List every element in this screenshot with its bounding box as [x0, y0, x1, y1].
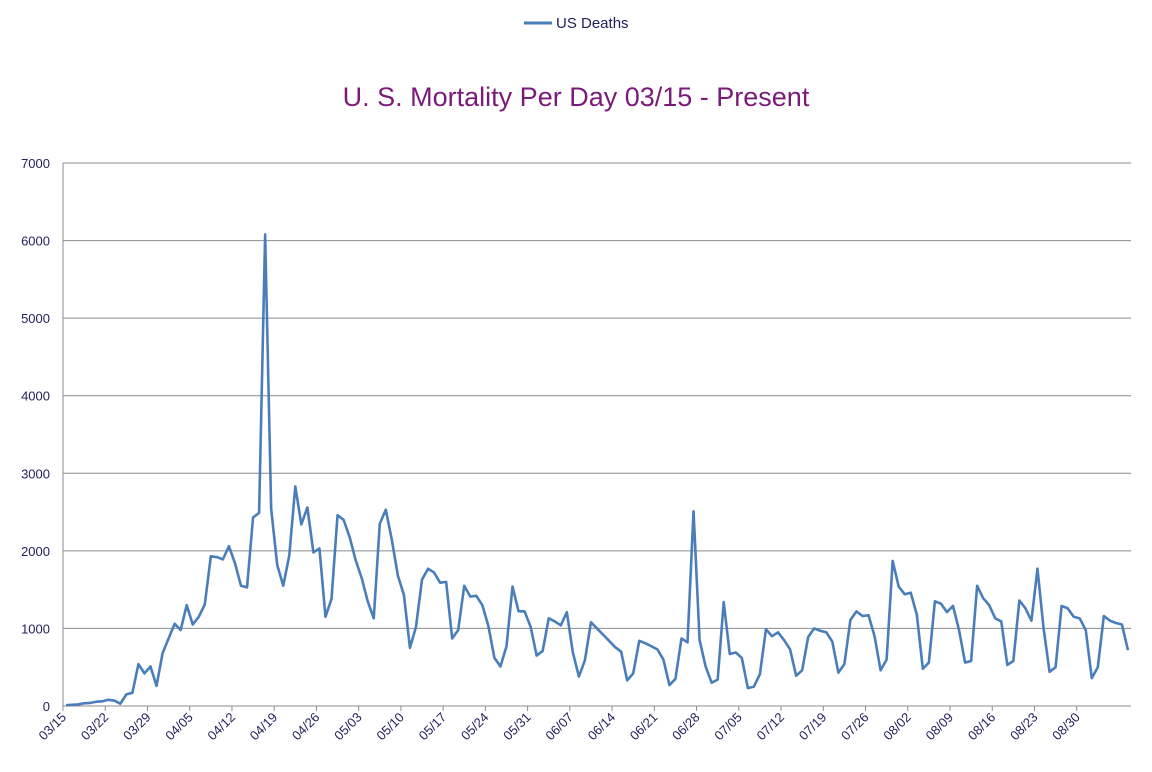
x-tick-label: 08/09	[922, 710, 956, 744]
y-tick-label: 1000	[21, 621, 50, 636]
x-tick-label: 08/16	[965, 710, 999, 744]
y-tick-label: 7000	[21, 156, 50, 171]
x-tick-label: 06/21	[627, 710, 661, 744]
x-tick-label: 05/17	[416, 710, 450, 744]
y-tick-label: 2000	[21, 544, 50, 559]
x-tick-label: 03/22	[78, 710, 112, 744]
x-tick-labels: 03/15 03/22 03/29 04/05 04/12 04/19 04/26 05/03…	[36, 710, 1083, 744]
series-layer	[65, 233, 1130, 707]
y-tick-label: 4000	[21, 389, 50, 404]
legend: US Deaths	[524, 15, 629, 32]
x-tick-label: 08/02	[880, 710, 914, 744]
axes	[62, 163, 1131, 711]
y-tick-label: 5000	[21, 311, 50, 326]
y-tick-label: 0	[43, 699, 50, 714]
chart-title: U. S. Mortality Per Day 03/15 - Present	[343, 82, 810, 112]
x-tick-label: 03/29	[120, 710, 154, 744]
x-tick-label: 04/12	[204, 710, 238, 744]
x-tick-label: 05/31	[500, 710, 534, 744]
grid-lines	[63, 162, 1131, 629]
x-tick-label: 06/28	[669, 710, 703, 744]
x-tick-label: 03/15	[36, 710, 70, 744]
x-tick-label: 08/30	[1049, 710, 1083, 744]
x-tick-label: 07/26	[838, 710, 872, 744]
x-tick-label: 05/10	[373, 710, 407, 744]
series-line-us-deaths	[65, 233, 1130, 707]
x-tick-label: 05/24	[458, 710, 492, 744]
x-tick-label: 04/19	[247, 710, 281, 744]
x-tick-label: 07/19	[796, 710, 830, 744]
y-tick-label: 3000	[21, 466, 50, 481]
y-tick-labels: 0 1000 2000 3000 4000 5000 6000 7000	[21, 156, 50, 714]
x-tick-label: 06/14	[585, 710, 619, 744]
x-tick-label: 04/05	[162, 710, 196, 744]
x-tick-label: 05/03	[331, 710, 365, 744]
legend-label: US Deaths	[556, 15, 629, 32]
x-tick-label: 07/05	[711, 710, 745, 744]
x-tick-label: 04/26	[289, 710, 323, 744]
x-tick-label: 06/07	[542, 710, 576, 744]
x-tick-label: 08/23	[1007, 710, 1041, 744]
x-tick-label: 07/12	[754, 710, 788, 744]
y-tick-label: 6000	[21, 234, 50, 249]
